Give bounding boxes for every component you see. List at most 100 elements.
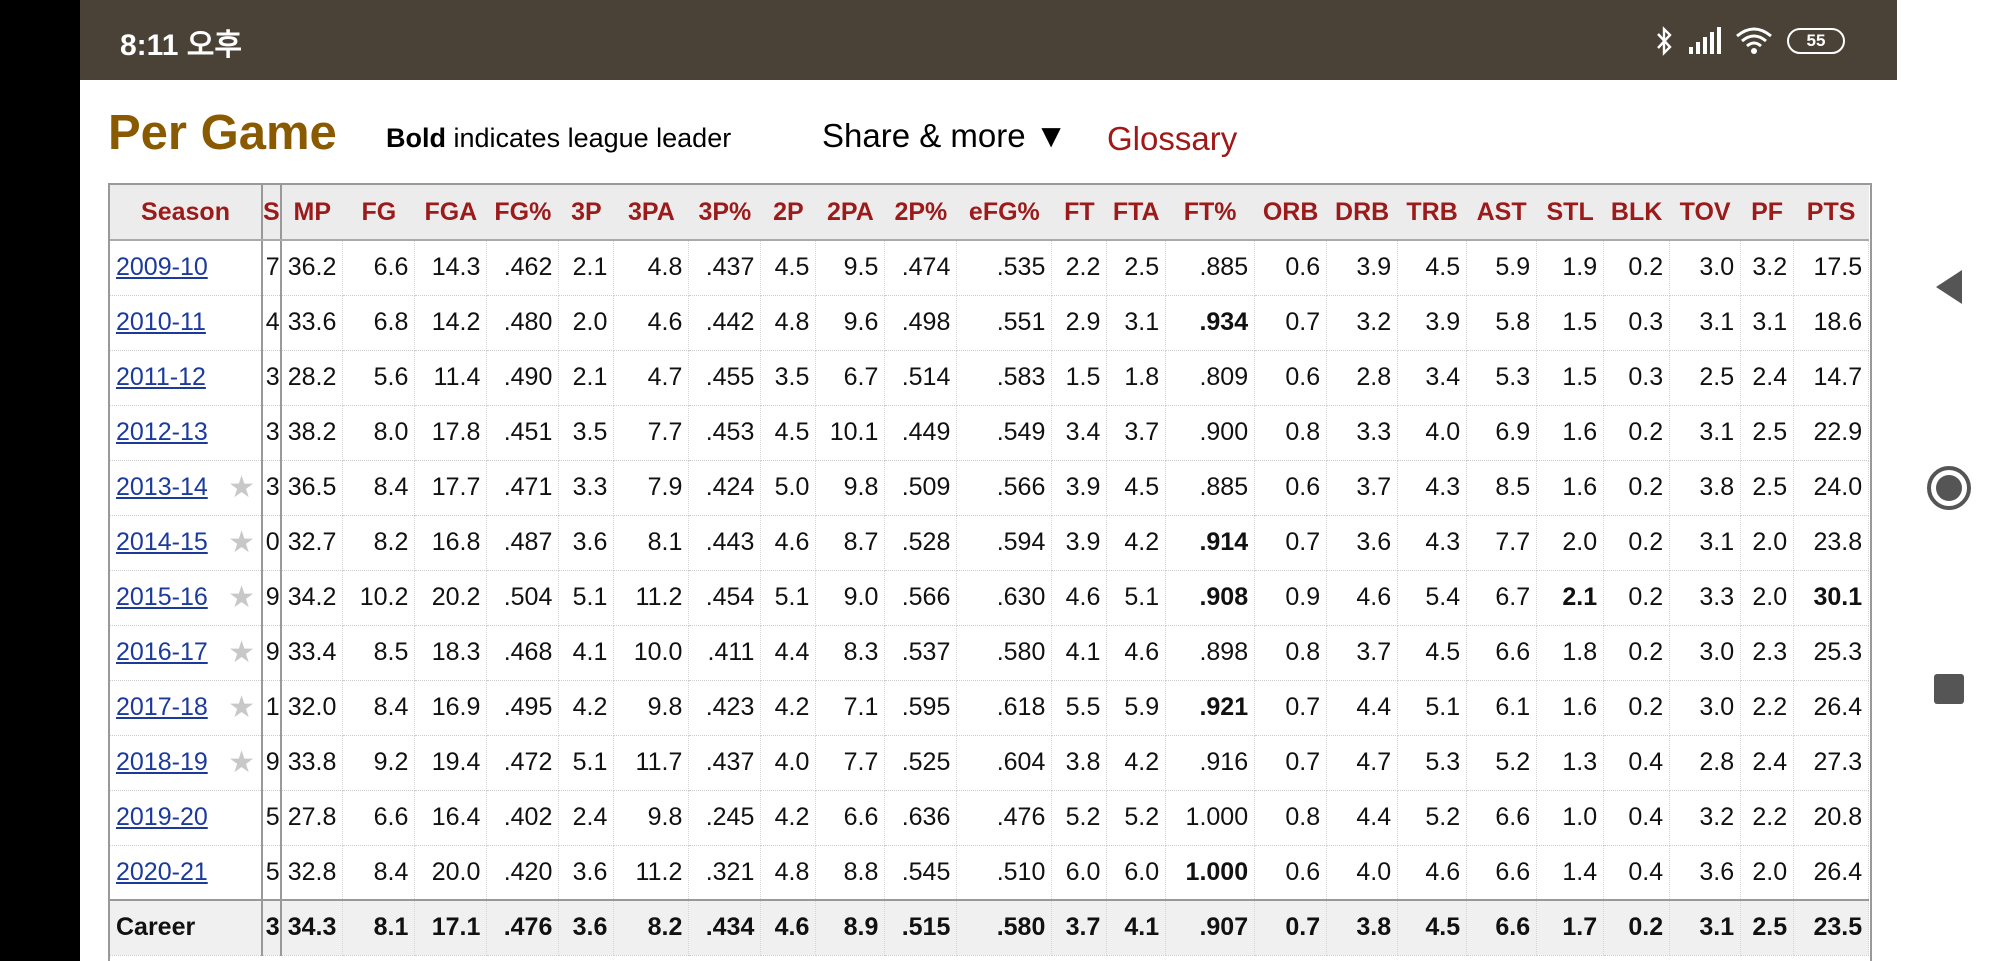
stat-cell: 3.3	[558, 460, 615, 516]
season-link[interactable]: 2013-14	[116, 473, 208, 501]
stat-cell: .595	[884, 680, 958, 736]
stat-cell: .545	[884, 845, 958, 901]
stat-cell: 1.5	[1536, 350, 1605, 406]
stat-cell: 1.5	[1536, 295, 1605, 351]
column-header-ast[interactable]: AST	[1466, 185, 1537, 241]
stat-cell: 16.4	[414, 790, 488, 846]
stat-cell: 0.6	[1254, 350, 1328, 406]
season-link[interactable]: 2012-13	[116, 418, 208, 446]
season-link[interactable]: 2010-11	[116, 308, 206, 336]
stat-cell: 33.4	[280, 625, 344, 681]
column-header-orb[interactable]: ORB	[1254, 185, 1327, 241]
column-header-2pa[interactable]: 2PA	[815, 185, 885, 241]
column-header-fga[interactable]: FGA	[414, 185, 487, 241]
stat-cell: 4.4	[1326, 680, 1399, 736]
stat-cell: 2.0	[1740, 570, 1795, 626]
stat-cell: 7.7	[815, 735, 886, 791]
column-header-mp[interactable]: MP	[280, 185, 343, 241]
column-header-trb[interactable]: TRB	[1397, 185, 1467, 241]
career-stat-cell: .907	[1165, 899, 1256, 956]
column-header-fg[interactable]: FG	[342, 185, 415, 241]
stat-cell: 33.6	[280, 295, 344, 351]
column-header-pts[interactable]: PTS	[1793, 185, 1869, 241]
season-cell: 2018-19 ★	[110, 735, 263, 791]
season-link[interactable]: 2019-20	[116, 803, 208, 831]
back-icon[interactable]	[1932, 268, 1966, 306]
stat-cell: 11.2	[613, 570, 690, 626]
stat-cell: 1.3	[1536, 735, 1605, 791]
season-link[interactable]: 2016-17	[116, 638, 208, 666]
column-header-season[interactable]: Season	[110, 185, 263, 241]
stat-cell: 4.2	[1106, 515, 1167, 571]
stat-cell: 3.7	[1106, 405, 1167, 461]
season-link[interactable]: 2020-21	[116, 857, 208, 886]
column-header-ft-pct[interactable]: FT%	[1165, 185, 1255, 241]
season-link[interactable]: 2018-19	[116, 748, 208, 776]
stat-cell: 6.6	[1466, 790, 1538, 846]
stat-cell: 5.9	[1466, 240, 1538, 296]
left-black-margin	[0, 0, 80, 961]
stat-cell: 4.6	[1051, 570, 1108, 626]
table-row: 2017-18 ★ 1 32.0 8.4 16.9.495 4.2 9.8.423 4.2 7.1…	[110, 680, 1870, 736]
stat-cell: 28.2	[280, 350, 344, 406]
stat-cell: .449	[884, 405, 958, 461]
career-stat-cell: 23.5	[1793, 899, 1870, 956]
column-header-3p-pct[interactable]: 3P%	[688, 185, 761, 241]
stat-cell: .885	[1165, 460, 1256, 516]
season-link[interactable]: 2017-18	[116, 693, 208, 721]
stat-cell: .424	[688, 460, 762, 516]
column-header-efg-pct[interactable]: eFG%	[956, 185, 1052, 241]
stat-cell: 16.9	[414, 680, 488, 736]
stat-cell: 22.9	[1793, 405, 1870, 461]
share-more-button[interactable]: Share & more ▼	[822, 117, 1068, 154]
season-link[interactable]: 2011-12	[116, 363, 206, 391]
career-stat-cell: 6.6	[1466, 899, 1538, 956]
career-stat-cell: 3.1	[1669, 899, 1742, 956]
column-header-stl[interactable]: STL	[1536, 185, 1604, 241]
stat-cell: 5.3	[1397, 735, 1468, 791]
stat-cell: 6.9	[1466, 405, 1538, 461]
table-row: 2012-13 3 38.2 8.0 17.8.451 3.5 7.7.453 4.5 10.1…	[110, 405, 1870, 461]
clipped-cell: 5	[262, 790, 282, 846]
column-header-2p-pct[interactable]: 2P%	[884, 185, 957, 241]
stat-cell: 7.9	[613, 460, 690, 516]
season-link[interactable]: 2014-15	[116, 528, 208, 556]
per-game-table[interactable]: Season S MP FG FGA FG% 3P 3PA 3P% 2P 2PA 2P% eFG% FT F…	[108, 183, 1872, 961]
glossary-link[interactable]: Glossary	[1107, 120, 1238, 157]
recents-icon[interactable]	[1933, 673, 1965, 705]
stat-cell: 2.8	[1326, 350, 1399, 406]
stat-cell: 2.5	[1106, 240, 1167, 296]
season-link[interactable]: 2009-10	[116, 253, 208, 282]
stat-cell: 4.8	[760, 845, 817, 901]
column-header-pf[interactable]: PF	[1740, 185, 1794, 241]
career-stat-cell: 3.8	[1326, 899, 1399, 956]
stat-cell: 3.2	[1326, 295, 1399, 351]
stat-cell: 8.4	[342, 845, 416, 901]
column-header-2p[interactable]: 2P	[760, 185, 816, 241]
stat-cell: 0.8	[1254, 790, 1328, 846]
column-header-3pa[interactable]: 3PA	[613, 185, 689, 241]
stat-cell: .451	[486, 405, 560, 461]
column-header-fta[interactable]: FTA	[1106, 185, 1166, 241]
stat-cell: 9.6	[815, 295, 886, 351]
all-star-icon: ★	[228, 690, 255, 724]
column-header-blk[interactable]: BLK	[1603, 185, 1670, 241]
column-header-fg-pct[interactable]: FG%	[486, 185, 559, 241]
stat-cell: 10.1	[815, 405, 886, 461]
column-header-tov[interactable]: TOV	[1669, 185, 1741, 241]
season-link[interactable]: 2015-16	[116, 583, 208, 611]
stat-cell: 5.5	[1051, 680, 1108, 736]
stat-cell: .420	[486, 845, 560, 901]
column-header-ft[interactable]: FT	[1051, 185, 1107, 241]
stat-cell: 0.6	[1254, 460, 1328, 516]
column-header-drb[interactable]: DRB	[1326, 185, 1398, 241]
stat-cell: 4.5	[1397, 625, 1468, 681]
bluetooth-icon	[1657, 26, 1672, 56]
career-stat-cell: 3.6	[558, 899, 615, 956]
home-icon[interactable]	[1926, 465, 1972, 511]
stat-cell: .908	[1165, 570, 1256, 626]
phone-screen: 8:11 오후 55 Per Game Bold indicates leagu…	[80, 0, 1897, 961]
career-stat-cell: 0.7	[1254, 899, 1328, 956]
column-header-3p[interactable]: 3P	[558, 185, 614, 241]
stat-cell: 0.6	[1254, 240, 1328, 296]
